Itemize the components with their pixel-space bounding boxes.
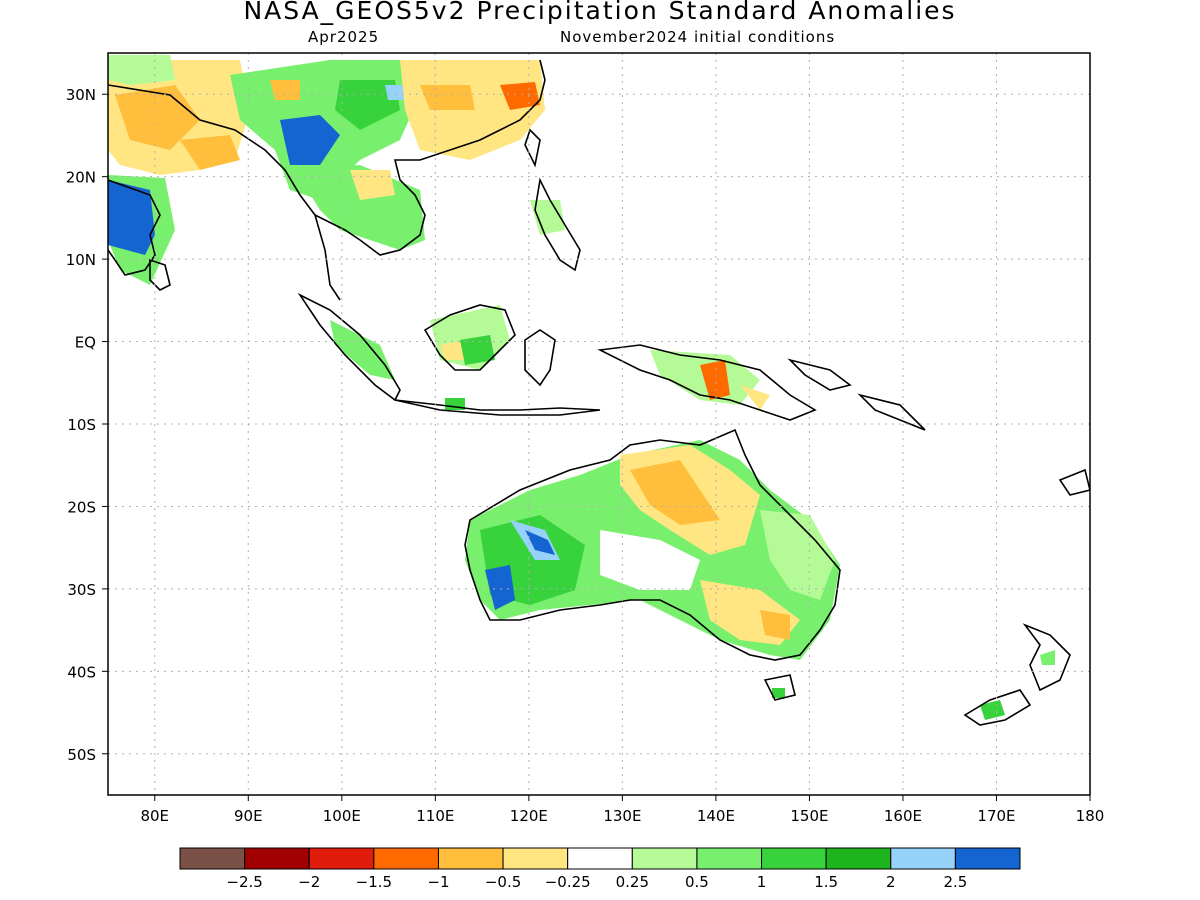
colorbar-swatch xyxy=(373,847,439,870)
colorbar-label: 1 xyxy=(757,873,767,891)
target-month-label: Apr2025 xyxy=(308,28,380,46)
lat-tick-label: 30N xyxy=(66,86,96,104)
lon-tick-label: 140E xyxy=(697,807,735,825)
colorbar-label: −1 xyxy=(427,873,449,891)
colorbar-label: −0.25 xyxy=(545,873,591,891)
lon-tick-label: 100E xyxy=(323,807,361,825)
colorbar-swatch xyxy=(244,847,310,870)
lat-tick-label: 20S xyxy=(67,498,96,516)
initial-conditions-label: November2024 initial conditions xyxy=(560,28,836,46)
lat-tick-label: 10S xyxy=(67,416,96,434)
lon-tick-label: 150E xyxy=(790,807,828,825)
lon-tick-label: 170E xyxy=(977,807,1015,825)
colorbar: −2.5 −2 −1.5 −1 −0.5 −0.25 0.25 0.5 1 1.5 2 2.5 xyxy=(179,847,1021,891)
lon-tick-label: 160E xyxy=(884,807,922,825)
lon-tick-label: 120E xyxy=(510,807,548,825)
lat-tick-label: 10N xyxy=(66,251,96,269)
lat-tick-label: 20N xyxy=(66,169,96,187)
colorbar-label: −1.5 xyxy=(356,873,392,891)
colorbar-swatch xyxy=(696,847,763,870)
lon-tick-label: 80E xyxy=(140,807,169,825)
map-title: NASA_GEOS5v2 Precipitation Standard Anom… xyxy=(243,0,957,25)
colorbar-label: −2.5 xyxy=(226,873,262,891)
lat-lon-grid xyxy=(108,53,1090,795)
lat-tick-label: 40S xyxy=(67,663,96,681)
colorbar-swatch xyxy=(437,847,504,870)
lat-tick-label: 50S xyxy=(67,746,96,764)
lat-tick-label: EQ xyxy=(75,334,96,352)
colorbar-swatch xyxy=(825,847,892,870)
colorbar-label: 1.5 xyxy=(814,873,838,891)
colorbar-swatch xyxy=(954,847,1021,870)
axis-ticks: 30N 20N 10N EQ 10S 20S 30S 40S 50S 80E 90E 100E 110E… xyxy=(66,86,1105,825)
lon-tick-label: 90E xyxy=(234,807,263,825)
colorbar-label: −2 xyxy=(298,873,320,891)
colorbar-swatch xyxy=(631,847,698,870)
lat-tick-label: 30S xyxy=(67,581,96,599)
colorbar-swatch xyxy=(179,847,246,870)
colorbar-swatch xyxy=(567,847,633,870)
colorbar-swatch xyxy=(308,847,375,870)
colorbar-label: 0.25 xyxy=(616,873,649,891)
lon-tick-label: 180 xyxy=(1076,807,1105,825)
lon-tick-label: 130E xyxy=(603,807,641,825)
colorbar-label: −0.5 xyxy=(485,873,521,891)
coastlines xyxy=(108,59,1090,726)
lon-tick-label: 110E xyxy=(416,807,454,825)
colorbar-label: 2.5 xyxy=(943,873,967,891)
colorbar-swatch xyxy=(890,847,956,870)
colorbar-swatch xyxy=(761,847,827,870)
anomaly-shading xyxy=(108,55,1055,720)
colorbar-swatch xyxy=(502,847,569,870)
colorbar-label: 2 xyxy=(886,873,896,891)
colorbar-label: 0.5 xyxy=(685,873,709,891)
map-frame xyxy=(107,52,1091,796)
